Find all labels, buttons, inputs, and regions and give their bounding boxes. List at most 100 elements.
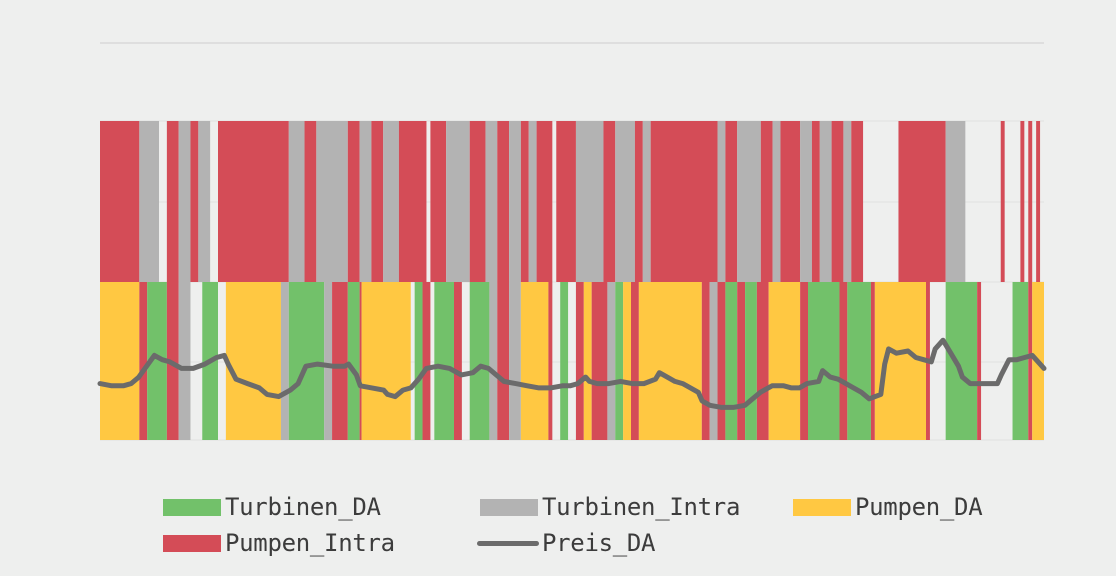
top-band-segment-turbinen-intra	[383, 121, 399, 282]
top-band-segment-turbinen-intra	[316, 121, 348, 282]
top-band-segment-pumpen-intra	[898, 121, 946, 282]
top-band-segment-pumpen-intra	[166, 121, 179, 282]
bottom-band-segment-pumpen-intra	[575, 282, 584, 440]
top-band-segment-turbinen-intra	[178, 121, 191, 282]
bottom-band-segment-turbinen-intra	[709, 282, 718, 440]
top-band-segment-turbinen-intra	[139, 121, 159, 282]
bottom-band-segment-pumpen-da	[638, 282, 702, 440]
bottom-band-segment-pumpen-da	[520, 282, 549, 440]
top-band-segment-pumpen-intra	[536, 121, 553, 282]
bottom-band-segment-turbinen-da	[147, 282, 167, 440]
bottom-band-segment-turbinen-intra	[178, 282, 191, 440]
bottom-band-segment-pumpen-intra	[454, 282, 462, 440]
top-band-segment-pumpen-intra	[430, 121, 447, 282]
bottom-band-segment-pumpen-intra	[139, 282, 148, 440]
top-band-segment-pumpen-intra	[497, 121, 510, 282]
top-band-segment-turbinen-intra	[575, 121, 604, 282]
bottom-band-segment-pumpen-da	[225, 282, 281, 440]
top-band-segment-turbinen-intra	[485, 121, 498, 282]
top-band-segment-turbinen-intra	[717, 121, 726, 282]
bottom-band-segment-pumpen-intra	[1028, 282, 1033, 440]
bottom-band-segment-pumpen-intra	[839, 282, 848, 440]
top-band-segment-pumpen-intra	[831, 121, 844, 282]
top-band-segment-pumpen-intra	[520, 121, 529, 282]
bottom-band-segment-turbinen-intra	[280, 282, 289, 440]
bottom-band-segment-pumpen-da	[874, 282, 926, 440]
series-line-preis-da	[97, 337, 1047, 410]
bottom-band-segment-pumpen-intra	[800, 282, 808, 440]
top-band-segment-turbinen-intra	[359, 121, 372, 282]
bottom-band-segment-pumpen-da	[583, 282, 592, 440]
bottom-band-segment-turbinen-da	[745, 282, 757, 440]
top-band-segment-pumpen-intra	[371, 121, 384, 282]
bottom-band-segment-pumpen-intra	[548, 282, 553, 440]
top-band-segment-turbinen-intra	[642, 121, 651, 282]
top-band-segment-pumpen-intra	[851, 121, 864, 282]
top-band-segment-pumpen-intra	[760, 121, 773, 282]
bottom-band-segment-turbinen-da	[347, 282, 360, 440]
top-band-segment-pumpen-intra	[190, 121, 199, 282]
top-band-segment-pumpen-intra	[556, 121, 576, 282]
top-band-segment-turbinen-intra	[800, 121, 812, 282]
top-band-segment-pumpen-intra	[100, 121, 140, 282]
bottom-band-segment-pumpen-intra	[870, 282, 875, 440]
bottom-band-segment-pumpen-intra	[631, 282, 639, 440]
bottom-band-segment-turbinen-intra	[607, 282, 616, 440]
top-band-segment-pumpen-intra	[780, 121, 801, 282]
bottom-band-segment-turbinen-da	[434, 282, 454, 440]
top-band-segment-pumpen-intra	[634, 121, 643, 282]
bottom-band-segment-turbinen-da	[288, 282, 325, 440]
bottom-band-segment-turbinen-da	[808, 282, 840, 440]
top-band-segment-turbinen-intra	[528, 121, 537, 282]
bottom-band-segment-turbinen-da	[469, 282, 490, 440]
bottom-band-segment-pumpen-intra	[422, 282, 431, 440]
top-band-segment-turbinen-intra	[819, 121, 832, 282]
bottom-band-segment-pumpen-intra	[756, 282, 769, 440]
bottom-band-segment-pumpen-da	[768, 282, 801, 440]
top-band-segment-pumpen-intra	[1000, 121, 1005, 282]
top-band-segment-pumpen-intra	[811, 121, 820, 282]
top-band-segment-turbinen-intra	[615, 121, 635, 282]
top-band-segment-turbinen-intra	[772, 121, 781, 282]
bottom-band-segment-pumpen-intra	[737, 282, 746, 440]
top-band-segment-pumpen-intra	[398, 121, 427, 282]
top-band-segment-pumpen-intra	[218, 121, 289, 282]
top-band-segment-pumpen-intra	[347, 121, 360, 282]
bottom-band-segment-pumpen-intra	[717, 282, 726, 440]
bottom-band-segment-turbinen-da	[945, 282, 978, 440]
bottom-band-segment-pumpen-intra	[977, 282, 982, 440]
top-band-segment-pumpen-intra	[1036, 121, 1041, 282]
bottom-band-segment-pumpen-da	[361, 282, 411, 440]
top-band-segment-pumpen-intra	[304, 121, 317, 282]
bottom-band-segment-turbinen-da	[414, 282, 423, 440]
top-band-segment-turbinen-intra	[446, 121, 470, 282]
bottom-band-segment-turbinen-intra	[489, 282, 498, 440]
bottom-band-segment-pumpen-da	[623, 282, 631, 440]
top-band-segment-turbinen-intra	[198, 121, 211, 282]
top-band-segment-pumpen-intra	[725, 121, 738, 282]
top-band-segment-turbinen-intra	[288, 121, 305, 282]
bottom-band-segment-turbinen-da	[560, 282, 569, 440]
top-band-segment-pumpen-intra	[1028, 121, 1033, 282]
top-band-segment-turbinen-intra	[945, 121, 966, 282]
top-band-segment-pumpen-intra	[650, 121, 718, 282]
bottom-band-segment-turbinen-da	[847, 282, 871, 440]
top-band-segment-pumpen-intra	[603, 121, 616, 282]
top-band-segment-turbinen-intra	[737, 121, 761, 282]
top-band-segment-turbinen-intra	[509, 121, 521, 282]
top-band-segment-pumpen-intra	[469, 121, 486, 282]
bottom-band-segment-pumpen-intra	[359, 282, 362, 440]
top-band-segment-pumpen-intra	[1020, 121, 1025, 282]
bottom-band-segment-pumpen-intra	[701, 282, 710, 440]
bottom-band-segment-turbinen-intra	[324, 282, 333, 440]
bottom-band-segment-turbinen-da	[725, 282, 738, 440]
bottom-band-segment-turbinen-da	[615, 282, 624, 440]
top-band-segment-turbinen-intra	[843, 121, 852, 282]
bottom-band-segment-turbinen-intra	[509, 282, 521, 440]
bottom-band-segment-pumpen-da	[100, 282, 140, 440]
bottom-band-segment-pumpen-intra	[591, 282, 608, 440]
bottom-band-segment-pumpen-intra	[332, 282, 348, 440]
bottom-band-segment-pumpen-intra	[497, 282, 510, 440]
